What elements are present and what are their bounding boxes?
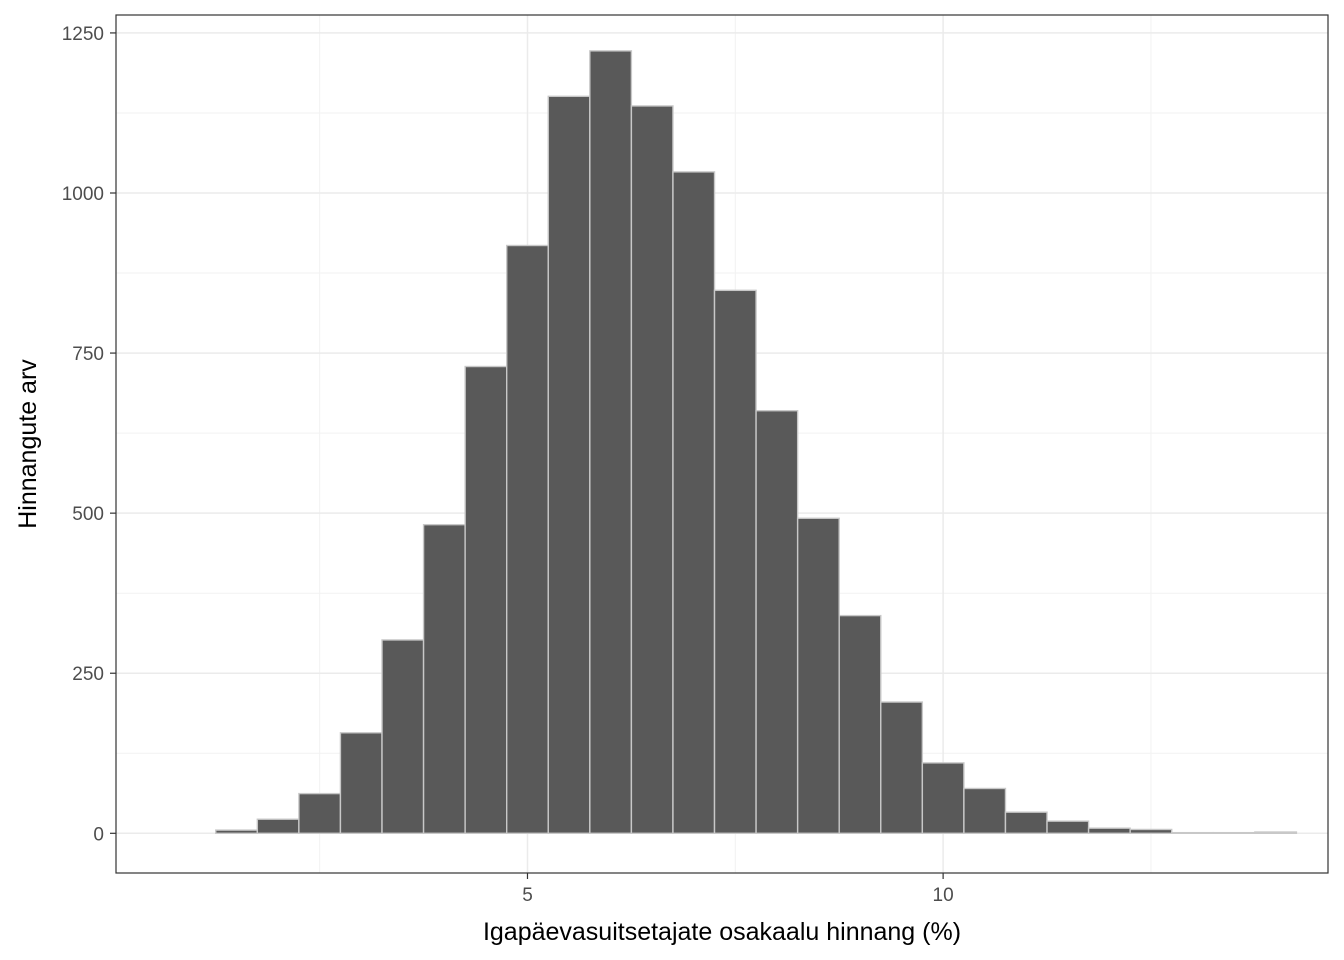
histogram-bar xyxy=(880,701,924,835)
histogram-bar xyxy=(755,410,799,835)
y-axis: 0 250 500 750 1000 1250 xyxy=(62,24,116,845)
histogram-bar xyxy=(963,787,1007,835)
histogram-bar xyxy=(422,523,466,835)
histogram-bar xyxy=(921,762,965,835)
histogram-bar xyxy=(589,50,633,835)
histogram-bars xyxy=(215,50,1298,835)
x-tick-label: 10 xyxy=(933,885,954,906)
y-tick-label: 0 xyxy=(93,824,104,845)
histogram-bar xyxy=(672,171,716,835)
histogram-bar xyxy=(1254,831,1298,835)
histogram-bar xyxy=(298,792,342,835)
y-tick-label: 750 xyxy=(72,344,104,365)
histogram-bar xyxy=(505,244,549,835)
x-axis-title: Igapäevasuitsetajate osakaalu hinnang (%… xyxy=(483,918,961,946)
histogram-bar xyxy=(1087,827,1131,835)
y-tick-label: 1250 xyxy=(62,24,104,45)
y-tick-label: 500 xyxy=(72,504,104,525)
histogram-bar xyxy=(1129,828,1173,835)
histogram-bar xyxy=(796,517,840,835)
histogram-bar xyxy=(1212,831,1256,835)
y-tick-label: 250 xyxy=(72,664,104,685)
histogram-bar xyxy=(713,289,757,835)
histogram-bar xyxy=(547,95,591,835)
y-tick-label: 1000 xyxy=(62,184,104,205)
x-tick-label: 5 xyxy=(522,885,533,906)
histogram-bar xyxy=(339,732,383,835)
histogram-bar xyxy=(464,365,508,835)
histogram-bar xyxy=(630,105,674,835)
histogram-bar xyxy=(1004,811,1048,835)
histogram-bar xyxy=(381,639,425,835)
histogram-bar xyxy=(256,818,300,835)
histogram-bar xyxy=(838,614,882,835)
y-axis-title: Hinnangute arv xyxy=(14,359,42,529)
panel-border xyxy=(115,14,1329,874)
histogram-bar xyxy=(1171,831,1214,835)
histogram-bar xyxy=(215,829,259,835)
x-axis: 5 10 xyxy=(522,873,954,906)
histogram-bar xyxy=(1046,820,1090,835)
